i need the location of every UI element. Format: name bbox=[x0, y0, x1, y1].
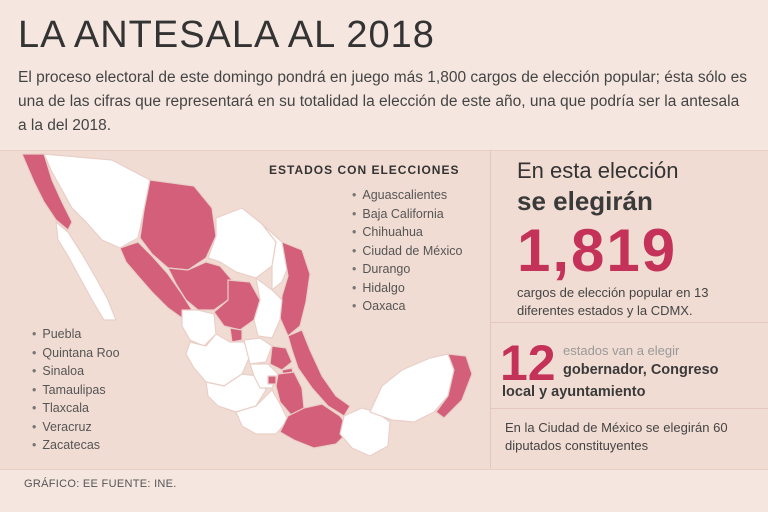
source-credit: GRÁFICO: EE FUENTE: INE. bbox=[24, 478, 177, 490]
section-divider bbox=[490, 322, 768, 323]
intro-paragraph: El proceso electoral de este domingo pon… bbox=[18, 69, 747, 134]
state-veracruz bbox=[287, 329, 351, 417]
state-guanajuato bbox=[243, 337, 273, 365]
cdmx-note: En la Ciudad de México se elegirán 60 di… bbox=[505, 420, 728, 453]
list-item: Baja California bbox=[352, 205, 462, 224]
stat-heading-line1: En esta elección bbox=[517, 158, 679, 183]
states-count-number: 12 bbox=[500, 335, 556, 391]
list-item: Veracruz bbox=[32, 418, 120, 437]
list-item: Ciudad de México bbox=[352, 242, 462, 261]
legend-title: ESTADOS CON ELECCIONES bbox=[269, 163, 460, 177]
state-chiapas bbox=[339, 407, 391, 457]
list-item: Tlaxcala bbox=[32, 399, 120, 418]
state-jalisco bbox=[185, 333, 251, 387]
list-item: Hidalgo bbox=[352, 279, 462, 298]
state-hidalgo bbox=[269, 345, 293, 371]
positions-description: cargos de elección popular en 13 diferen… bbox=[517, 285, 709, 318]
states-list-b: Puebla Quintana Roo Sinaloa Tamaulipas T… bbox=[32, 325, 120, 455]
states-count-lead: estados van a elegir bbox=[563, 343, 680, 358]
total-positions-number: 1,819 bbox=[517, 217, 678, 284]
stat-heading-line2: se elegirán bbox=[517, 186, 653, 216]
section-divider bbox=[490, 408, 768, 409]
state-michoacan bbox=[205, 373, 267, 413]
state-tamaulipas bbox=[279, 241, 311, 337]
states-count-desc-1: gobernador, Congreso bbox=[563, 362, 719, 378]
states-count-desc-2: local y ayuntamiento bbox=[502, 384, 646, 400]
list-item: Oaxaca bbox=[352, 297, 462, 316]
state-sonora bbox=[43, 153, 151, 249]
list-item: Aguascalientes bbox=[352, 186, 462, 205]
state-nayarit bbox=[181, 309, 217, 347]
mexico-map bbox=[21, 153, 473, 457]
list-item: Puebla bbox=[32, 325, 120, 344]
state-cdmx bbox=[267, 375, 277, 385]
column-divider bbox=[490, 150, 491, 468]
state-baja-california-sur bbox=[55, 221, 117, 321]
state-baja-california bbox=[21, 153, 73, 231]
state-aguascalientes bbox=[229, 327, 243, 343]
list-item: Quintana Roo bbox=[32, 344, 119, 363]
list-item: Tamaulipas bbox=[32, 381, 120, 400]
states-list-a: Aguascalientes Baja California Chihuahua… bbox=[352, 186, 462, 316]
state-san-luis-potosi bbox=[253, 277, 283, 339]
state-quintana-roo bbox=[435, 353, 473, 419]
list-item: Durango bbox=[352, 260, 462, 279]
page-title: LA ANTESALA AL 2018 bbox=[18, 14, 435, 56]
list-item: Zacatecas bbox=[32, 436, 120, 455]
list-item: Chihuahua bbox=[352, 223, 462, 242]
list-item: Sinaloa bbox=[32, 362, 120, 381]
